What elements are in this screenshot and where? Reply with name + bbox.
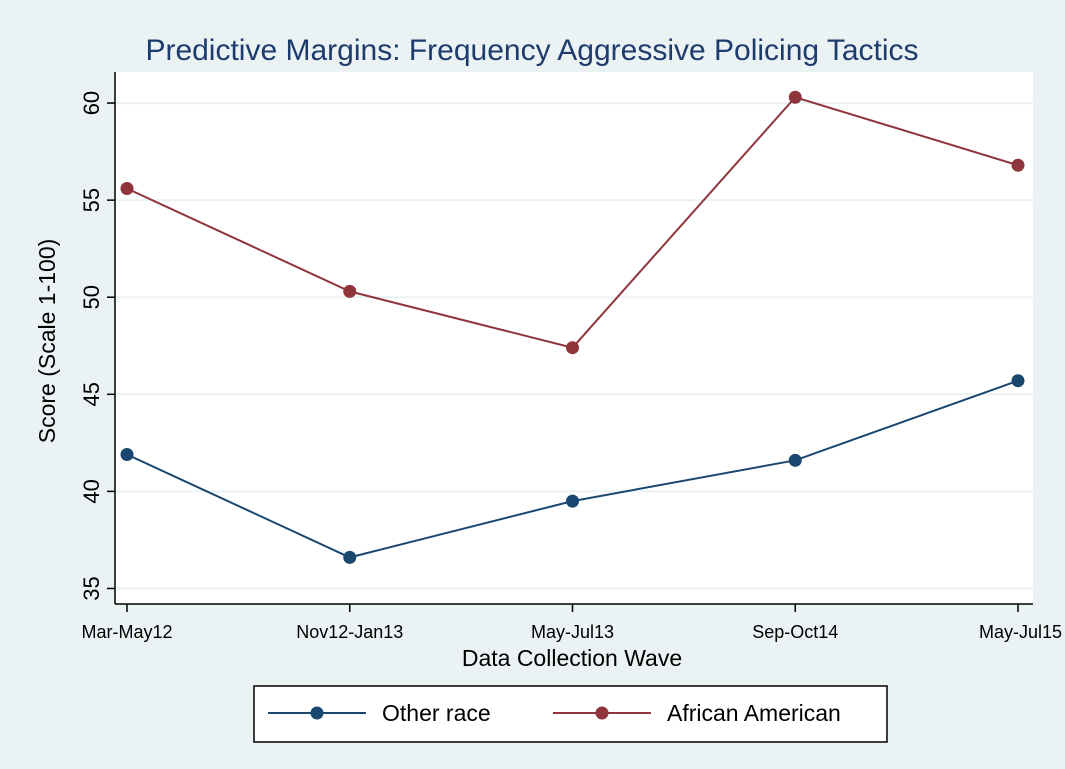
legend: Other race African American xyxy=(253,685,888,743)
data-point-other-race-mar-may12 xyxy=(120,447,134,461)
x-axis-label: Data Collection Wave xyxy=(462,645,682,671)
y-tick-label-50: 50 xyxy=(79,285,104,309)
data-point-african-american-sep-oct14 xyxy=(788,90,802,104)
legend-label-other-race: Other race xyxy=(382,700,491,726)
data-point-other-race-nov12-jan13 xyxy=(343,550,357,564)
x-tick-label-sep-oct14: Sep-Oct14 xyxy=(752,622,838,642)
legend-marker-african-american xyxy=(595,706,609,720)
x-ticks: Mar-May12 Nov12-Jan13 May-Jul13 Sep-Oct14 Ma… xyxy=(81,604,1062,642)
data-point-african-american-may-jul15 xyxy=(1011,158,1025,172)
y-tick-label-45: 45 xyxy=(79,382,104,406)
grid-lines xyxy=(115,102,1033,590)
y-axis-label: Score (Scale 1-100) xyxy=(34,239,60,444)
y-tick-label-35: 35 xyxy=(79,576,104,600)
y-ticks: 35 40 45 50 55 60 xyxy=(79,91,115,601)
data-point-other-race-may-jul13 xyxy=(566,494,579,508)
x-tick-label-mar-may12: Mar-May12 xyxy=(81,622,172,642)
axes xyxy=(114,72,1033,605)
x-tick-label-may-jul15: May-Jul15 xyxy=(979,622,1062,642)
data-point-other-race-sep-oct14 xyxy=(788,453,802,467)
y-tick-label-60: 60 xyxy=(79,91,104,115)
data-point-other-race-may-jul15 xyxy=(1011,374,1025,388)
y-tick-label-55: 55 xyxy=(79,188,104,212)
data-point-african-american-mar-may12 xyxy=(120,181,134,195)
data-point-african-american-may-jul13 xyxy=(566,341,579,355)
data-point-african-american-nov12-jan13 xyxy=(343,284,357,298)
plot-area xyxy=(115,72,1033,604)
legend-marker-other-race xyxy=(310,706,324,720)
x-tick-label-may-jul13: May-Jul13 xyxy=(531,622,614,642)
x-tick-label-nov12-jan13: Nov12-Jan13 xyxy=(296,622,403,642)
chart-title: Predictive Margins: Frequency Aggressive… xyxy=(145,34,918,67)
series xyxy=(120,90,1025,564)
y-tick-label-40: 40 xyxy=(79,479,104,503)
legend-label-african-american: African American xyxy=(667,700,841,726)
